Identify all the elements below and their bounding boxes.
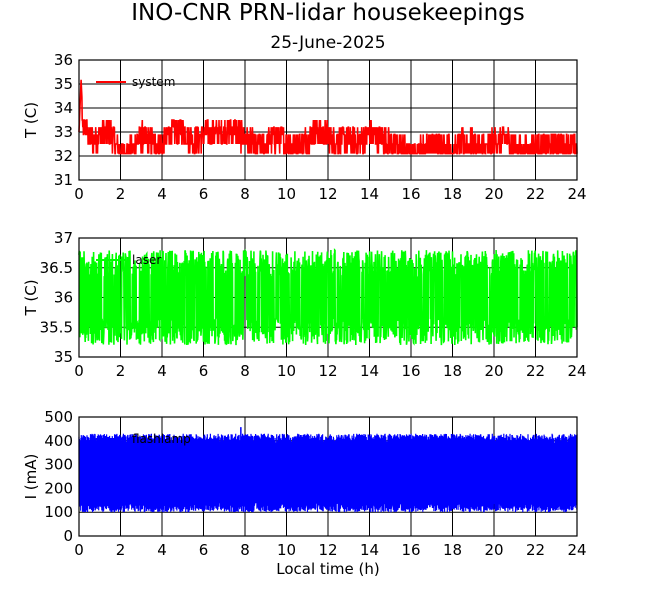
y-tick-label: 32 [54, 147, 73, 165]
x-tick-label: 22 [526, 541, 545, 559]
x-tick-label: 6 [199, 362, 209, 380]
x-axis-label: Local time (h) [276, 560, 380, 578]
x-tick-label: 12 [318, 185, 337, 203]
plot-frame [78, 237, 578, 358]
y-tick-label: 300 [44, 456, 73, 474]
x-tick-label: 8 [240, 185, 250, 203]
x-tick-label: 12 [318, 541, 337, 559]
series-system-line [78, 79, 578, 155]
x-tick-label: 18 [443, 541, 462, 559]
y-tick-label: 36 [54, 51, 73, 69]
y-tick-label: 400 [44, 432, 73, 450]
x-tick-label: 10 [277, 185, 296, 203]
legend-label-laser: laser [132, 253, 161, 267]
x-tick-label: 18 [443, 362, 462, 380]
y-tick-label: 37 [54, 229, 73, 247]
x-tick-label: 14 [360, 185, 379, 203]
x-tick-label: 24 [567, 362, 586, 380]
x-tick-label: 16 [401, 541, 420, 559]
legend-label-flashlamp: flashlamp [132, 432, 191, 446]
y-axis-label: I (mA) [22, 454, 40, 500]
series-laser-line [78, 248, 578, 346]
y-tick-label: 35 [54, 75, 73, 93]
x-tick-label: 16 [401, 185, 420, 203]
x-tick-label: 24 [567, 185, 586, 203]
y-tick-label: 0 [63, 527, 73, 545]
y-tick-label: 100 [44, 503, 73, 521]
plot-frame [78, 59, 578, 181]
x-tick-label: 20 [484, 362, 503, 380]
y-tick-label: 200 [44, 479, 73, 497]
legend-label-system: system [132, 75, 175, 89]
x-tick-label: 24 [567, 541, 586, 559]
x-tick-label: 12 [318, 362, 337, 380]
x-tick-label: 0 [74, 185, 84, 203]
y-tick-label: 35 [54, 348, 73, 366]
x-tick-label: 18 [443, 185, 462, 203]
x-tick-label: 14 [360, 541, 379, 559]
x-tick-label: 16 [401, 362, 420, 380]
x-tick-label: 2 [116, 362, 126, 380]
y-tick-label: 36 [54, 289, 73, 307]
y-tick-label: 33 [54, 123, 73, 141]
x-tick-label: 6 [199, 541, 209, 559]
chart-title: INO-CNR PRN-lidar housekeepings [131, 0, 525, 26]
chart-subtitle: 25-June-2025 [270, 33, 385, 53]
x-tick-label: 22 [526, 185, 545, 203]
x-tick-label: 0 [74, 362, 84, 380]
x-tick-label: 14 [360, 362, 379, 380]
x-tick-label: 8 [240, 362, 250, 380]
x-tick-label: 20 [484, 541, 503, 559]
x-tick-label: 10 [277, 541, 296, 559]
plot-frame [78, 416, 578, 537]
x-tick-label: 10 [277, 362, 296, 380]
x-tick-label: 0 [74, 541, 84, 559]
x-tick-label: 22 [526, 362, 545, 380]
x-tick-label: 4 [157, 541, 167, 559]
y-tick-label: 31 [54, 171, 73, 189]
y-axis-label: T (C) [22, 279, 40, 316]
x-tick-label: 4 [157, 185, 167, 203]
series-flashlamp-line [78, 427, 578, 513]
x-tick-label: 6 [199, 185, 209, 203]
x-tick-label: 20 [484, 185, 503, 203]
y-tick-label: 35.5 [40, 318, 73, 336]
y-tick-label: 500 [44, 408, 73, 426]
x-tick-label: 4 [157, 362, 167, 380]
x-tick-label: 2 [116, 185, 126, 203]
y-axis-label: T (C) [22, 102, 40, 139]
x-tick-label: 2 [116, 541, 126, 559]
y-tick-label: 34 [54, 99, 73, 117]
y-tick-label: 36.5 [40, 259, 73, 277]
x-tick-label: 8 [240, 541, 250, 559]
